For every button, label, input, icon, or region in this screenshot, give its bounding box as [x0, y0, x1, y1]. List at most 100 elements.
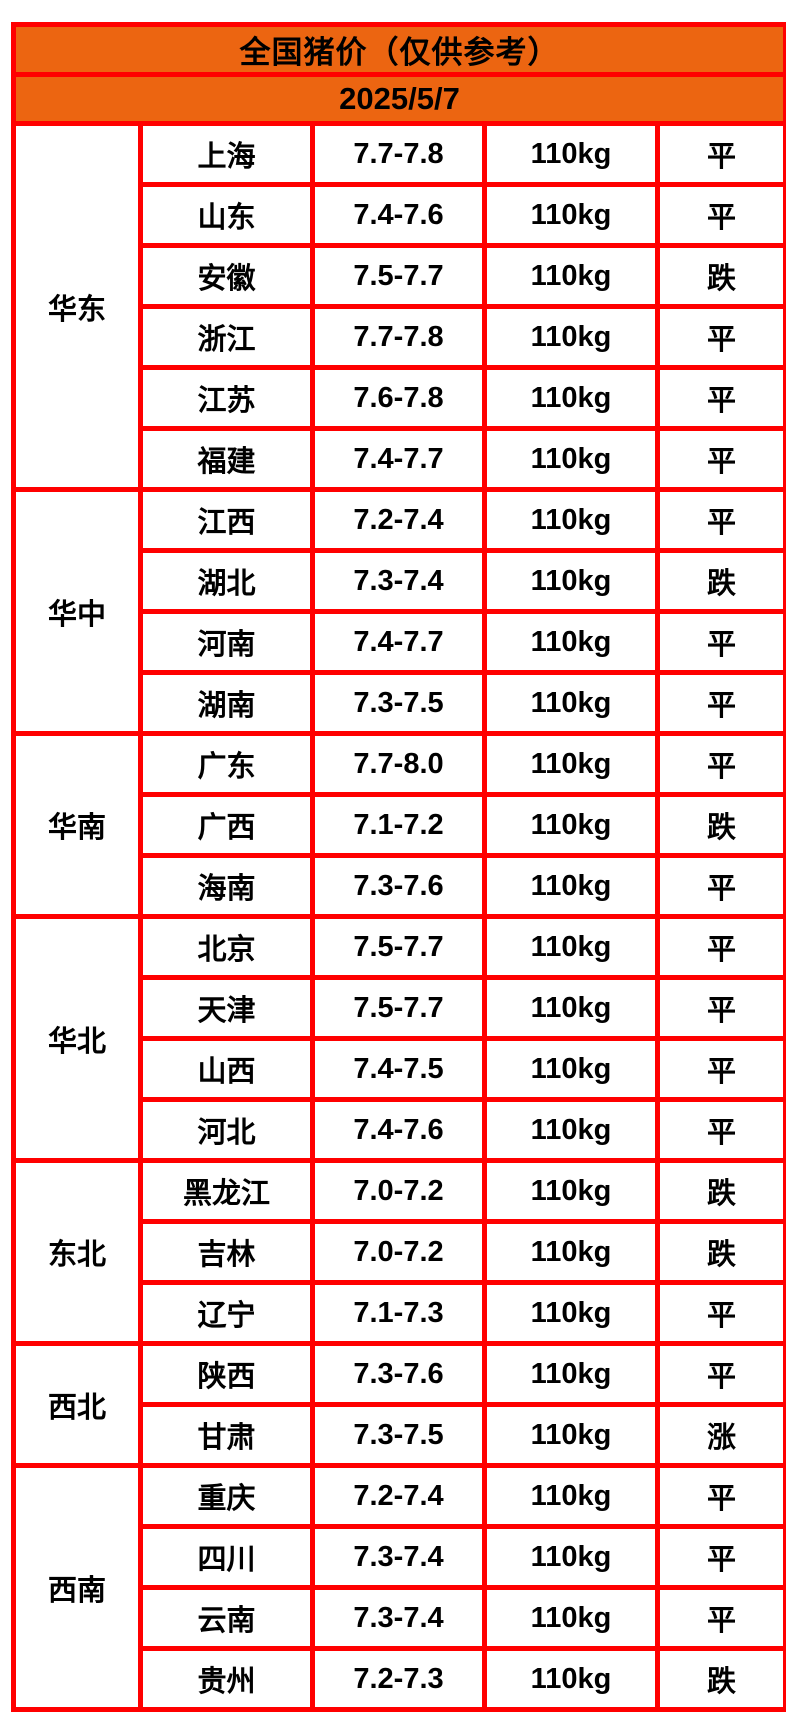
status-cell: 跌: [655, 243, 786, 309]
province-cell: 河南: [138, 609, 315, 675]
status-cell: 平: [655, 304, 786, 370]
page-background: 全国猪价（仅供参考） 2025/5/7 华东 上海 7.7-7.8 110kg …: [0, 22, 786, 1734]
region-cell-huabei: 华北: [11, 914, 143, 1163]
province-cell: 海南: [138, 853, 315, 919]
price-cell: 7.2-7.3: [310, 1646, 487, 1712]
price-cell: 7.7-7.8: [310, 304, 487, 370]
price-cell: 7.3-7.5: [310, 1402, 487, 1468]
date-label: 2025/5/7: [11, 72, 786, 126]
price-cell: 7.3-7.6: [310, 853, 487, 919]
table-row: 福建 7.4-7.7 110kg 平: [14, 426, 786, 492]
province-cell: 广西: [138, 792, 315, 858]
province-cell: 湖北: [138, 548, 315, 614]
price-cell: 7.5-7.7: [310, 243, 487, 309]
price-cell: 7.3-7.5: [310, 670, 487, 736]
province-cell: 黑龙江: [138, 1158, 315, 1224]
province-cell: 四川: [138, 1524, 315, 1590]
status-cell: 平: [655, 1585, 786, 1651]
province-cell: 天津: [138, 975, 315, 1041]
province-cell: 安徽: [138, 243, 315, 309]
region-cell-huadong: 华东: [11, 121, 143, 492]
price-cell: 7.0-7.2: [310, 1219, 487, 1285]
status-cell: 跌: [655, 792, 786, 858]
table-row: 安徽 7.5-7.7 110kg 跌: [14, 243, 786, 309]
price-cell: 7.4-7.5: [310, 1036, 487, 1102]
price-cell: 7.6-7.8: [310, 365, 487, 431]
province-cell: 广东: [138, 731, 315, 797]
price-cell: 7.2-7.4: [310, 1463, 487, 1529]
table-row: 贵州 7.2-7.3 110kg 跌: [14, 1646, 786, 1712]
weight-cell: 110kg: [482, 182, 660, 248]
weight-cell: 110kg: [482, 853, 660, 919]
province-cell: 云南: [138, 1585, 315, 1651]
weight-cell: 110kg: [482, 304, 660, 370]
province-cell: 河北: [138, 1097, 315, 1163]
page-title: 全国猪价（仅供参考）: [11, 22, 786, 77]
province-cell: 山东: [138, 182, 315, 248]
status-cell: 平: [655, 1097, 786, 1163]
price-cell: 7.4-7.6: [310, 182, 487, 248]
table-row: 西北 陕西 7.3-7.6 110kg 平: [11, 1341, 786, 1468]
province-cell: 上海: [138, 121, 315, 187]
status-cell: 跌: [655, 1219, 786, 1285]
price-cell: 7.1-7.3: [310, 1280, 487, 1346]
province-cell: 江苏: [138, 365, 315, 431]
status-cell: 平: [655, 1524, 786, 1590]
status-cell: 涨: [655, 1402, 786, 1468]
price-cell: 7.3-7.4: [310, 1524, 487, 1590]
status-cell: 平: [655, 487, 786, 553]
price-cell: 7.2-7.4: [310, 487, 487, 553]
province-cell: 甘肃: [138, 1402, 315, 1468]
province-cell: 浙江: [138, 304, 315, 370]
province-cell: 辽宁: [138, 1280, 315, 1346]
weight-cell: 110kg: [482, 1463, 660, 1529]
province-cell: 湖南: [138, 670, 315, 736]
price-cell: 7.1-7.2: [310, 792, 487, 858]
table-row: 吉林 7.0-7.2 110kg 跌: [14, 1219, 786, 1285]
status-cell: 平: [655, 121, 786, 187]
title-row: 全国猪价（仅供参考）: [11, 22, 786, 77]
status-cell: 平: [655, 670, 786, 736]
table-row: 华南 广东 7.7-8.0 110kg 平: [11, 731, 786, 919]
status-cell: 平: [655, 1463, 786, 1529]
status-cell: 跌: [655, 1158, 786, 1224]
price-cell: 7.3-7.6: [310, 1341, 487, 1407]
table-row: 东北 黑龙江 7.0-7.2 110kg 跌: [11, 1158, 786, 1346]
weight-cell: 110kg: [482, 1097, 660, 1163]
province-cell: 重庆: [138, 1463, 315, 1529]
region-cell-xinan: 西南: [11, 1463, 143, 1712]
table-row: 江苏 7.6-7.8 110kg 平: [14, 365, 786, 431]
weight-cell: 110kg: [482, 548, 660, 614]
weight-cell: 110kg: [482, 487, 660, 553]
status-cell: 平: [655, 1036, 786, 1102]
region-cell-dongbei: 东北: [11, 1158, 143, 1346]
table-row: 湖北 7.3-7.4 110kg 跌: [14, 548, 786, 614]
price-cell: 7.3-7.4: [310, 1585, 487, 1651]
table-row: 河北 7.4-7.6 110kg 平: [14, 1097, 786, 1163]
province-cell: 江西: [138, 487, 315, 553]
province-cell: 陕西: [138, 1341, 315, 1407]
price-cell: 7.7-8.0: [310, 731, 487, 797]
table-row: 海南 7.3-7.6 110kg 平: [14, 853, 786, 919]
price-cell: 7.7-7.8: [310, 121, 487, 187]
status-cell: 平: [655, 975, 786, 1041]
status-cell: 平: [655, 426, 786, 492]
table-row: 河南 7.4-7.7 110kg 平: [14, 609, 786, 675]
table-row: 湖南 7.3-7.5 110kg 平: [14, 670, 786, 736]
price-cell: 7.5-7.7: [310, 914, 487, 980]
weight-cell: 110kg: [482, 1646, 660, 1712]
weight-cell: 110kg: [482, 914, 660, 980]
weight-cell: 110kg: [482, 792, 660, 858]
status-cell: 平: [655, 1280, 786, 1346]
weight-cell: 110kg: [482, 365, 660, 431]
status-cell: 平: [655, 914, 786, 980]
price-cell: 7.5-7.7: [310, 975, 487, 1041]
weight-cell: 110kg: [482, 1402, 660, 1468]
weight-cell: 110kg: [482, 731, 660, 797]
weight-cell: 110kg: [482, 1036, 660, 1102]
weight-cell: 110kg: [482, 1585, 660, 1651]
table-row: 广西 7.1-7.2 110kg 跌: [14, 792, 786, 858]
price-cell: 7.3-7.4: [310, 548, 487, 614]
price-cell: 7.4-7.6: [310, 1097, 487, 1163]
province-cell: 福建: [138, 426, 315, 492]
